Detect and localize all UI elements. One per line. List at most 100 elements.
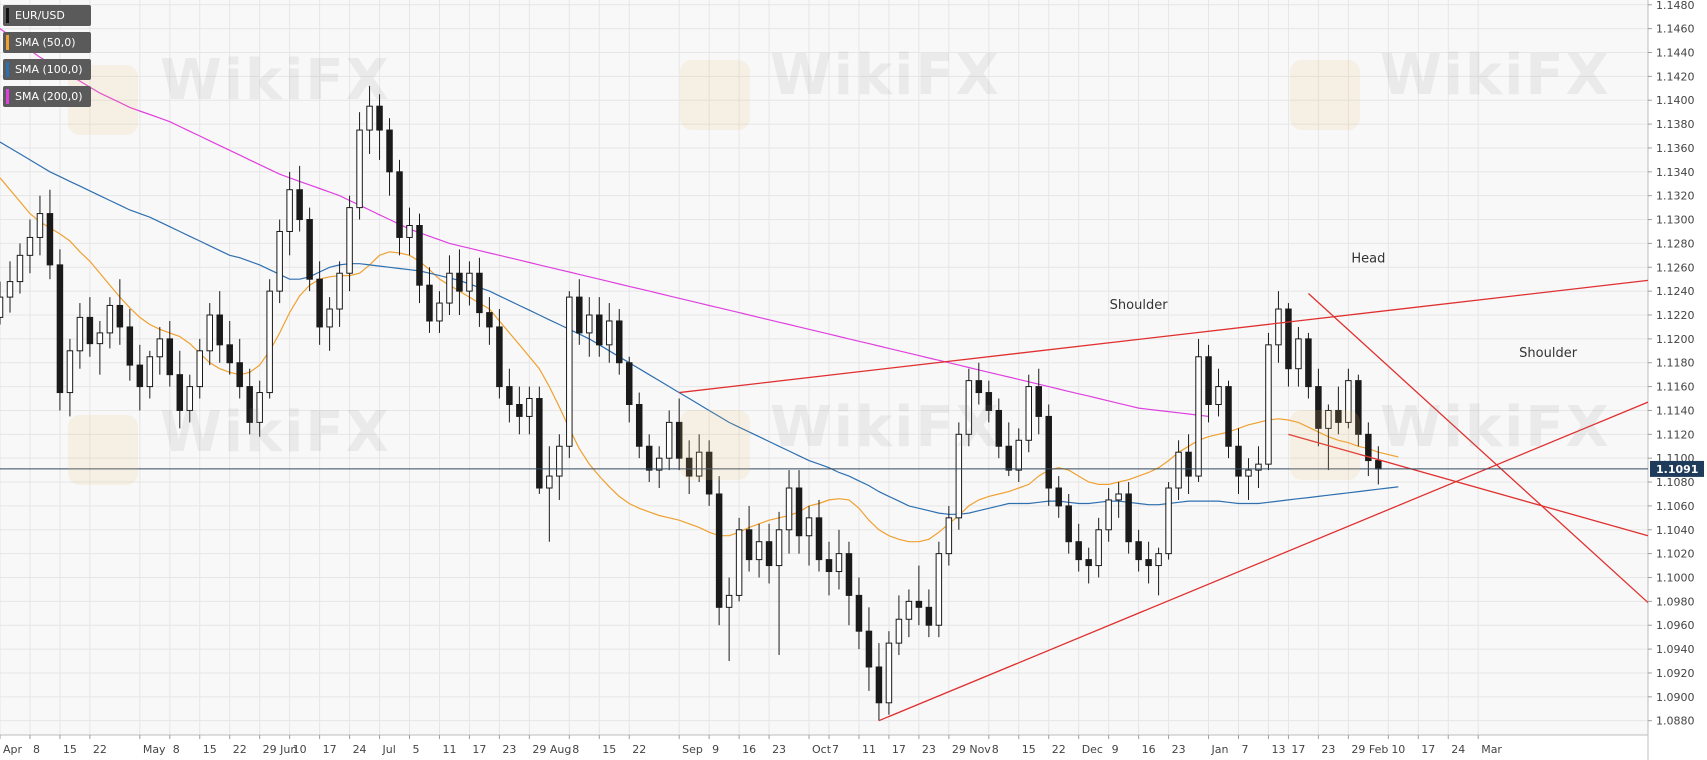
legend-item-sma50[interactable]: SMA (50,0) <box>3 32 91 53</box>
candle <box>1085 547 1092 584</box>
candle <box>56 249 64 411</box>
candle-body-down <box>456 272 463 292</box>
candle <box>216 291 223 363</box>
candle <box>36 195 44 256</box>
candle <box>735 517 743 602</box>
candle <box>1025 374 1032 453</box>
candle-body-down <box>875 666 883 704</box>
candle-body-up <box>935 553 943 626</box>
candle-body-down <box>536 398 543 489</box>
x-tick-label: 17 <box>1421 743 1435 756</box>
x-tick-label: 7 <box>832 743 839 756</box>
candle-body-down <box>815 517 823 561</box>
candle <box>476 257 483 327</box>
candle-body-down <box>645 445 653 471</box>
y-tick-label: 1.0980 <box>1656 595 1695 608</box>
candle <box>795 470 803 554</box>
candle-body-up <box>895 618 903 644</box>
candle-body-down <box>1045 415 1052 489</box>
candle <box>1245 458 1252 500</box>
candle-body-up <box>586 314 593 334</box>
candle-body-down <box>46 213 54 266</box>
legend-swatch <box>6 8 9 23</box>
y-tick-label: 1.1360 <box>1656 142 1695 155</box>
candle-body-up <box>196 350 204 388</box>
pattern-annotation: Head <box>1351 252 1385 267</box>
candle-body-down <box>1055 487 1062 507</box>
candle-body-down <box>516 403 523 417</box>
candle-body-down <box>126 326 134 366</box>
legend-label: EUR/USD <box>15 9 65 22</box>
candle-body-up <box>1215 386 1222 405</box>
legend-item-sma200[interactable]: SMA (200,0) <box>3 86 91 107</box>
x-tick-label: 17 <box>472 743 486 756</box>
candle <box>416 213 423 304</box>
candle-body-down <box>426 284 433 322</box>
candle-body-up <box>6 281 14 298</box>
candle <box>286 171 293 256</box>
candle-body-down <box>995 409 1003 447</box>
candle-body-up <box>336 272 343 310</box>
legend-item-pair[interactable]: EUR/USD <box>3 5 91 26</box>
x-tick-label: 23 <box>922 743 936 756</box>
candle-body-down <box>825 559 833 573</box>
candle <box>1265 332 1272 471</box>
candle <box>1135 529 1142 572</box>
candle <box>456 249 463 315</box>
y-tick-label: 1.0940 <box>1656 643 1695 656</box>
x-tick-label: 8 <box>33 743 40 756</box>
candle <box>96 320 104 375</box>
candle <box>915 565 923 626</box>
y-tick-label: 1.1120 <box>1656 428 1695 441</box>
x-tick-label: Jul <box>382 743 396 756</box>
candle <box>1145 541 1152 584</box>
trendlines <box>679 279 1649 722</box>
x-tick-label: Apr <box>3 743 23 756</box>
x-tick-label: 29 Feb <box>1351 743 1388 756</box>
candle <box>875 643 883 721</box>
candle <box>1065 493 1072 554</box>
candle <box>1215 368 1222 417</box>
candle-body-down <box>486 312 493 328</box>
candle <box>436 291 443 333</box>
candle <box>1275 291 1282 363</box>
candle <box>1355 374 1362 447</box>
candle-body-down <box>795 487 803 537</box>
candle <box>616 309 623 375</box>
candle <box>356 112 363 220</box>
candle-body-down <box>1125 493 1132 543</box>
candle-body-down <box>675 421 683 459</box>
candle-body-down <box>985 392 993 411</box>
candle-body-up <box>1195 356 1202 477</box>
candle-body-down <box>1065 505 1072 543</box>
candle <box>1165 482 1172 560</box>
candle-body-down <box>1075 541 1082 561</box>
trendline <box>1307 293 1649 604</box>
candle-body-up <box>1255 463 1262 471</box>
legend-item-sma100[interactable]: SMA (100,0) <box>3 59 91 80</box>
candle-body-up <box>1015 439 1023 471</box>
x-tick-label: Dec <box>1082 743 1103 756</box>
candle <box>975 362 983 405</box>
x-tick-label: 23 <box>772 743 786 756</box>
candle <box>965 368 973 447</box>
candle-body-down <box>1285 308 1292 370</box>
candle <box>556 434 563 500</box>
candle-body-up <box>106 304 114 334</box>
candle <box>336 261 343 327</box>
y-tick-label: 1.1160 <box>1656 381 1695 394</box>
candle <box>945 505 953 566</box>
candle-body-up <box>1175 451 1182 489</box>
x-tick-label: 15 <box>602 743 616 756</box>
candle-body-down <box>226 344 233 364</box>
legend-swatch <box>6 89 9 104</box>
candle <box>695 434 703 483</box>
y-tick-label: 1.1440 <box>1656 47 1695 60</box>
candle <box>1325 404 1332 471</box>
candle-body-up <box>146 356 154 388</box>
candle-body-down <box>1225 386 1232 447</box>
candle-body-down <box>56 264 64 394</box>
candle <box>925 589 933 638</box>
